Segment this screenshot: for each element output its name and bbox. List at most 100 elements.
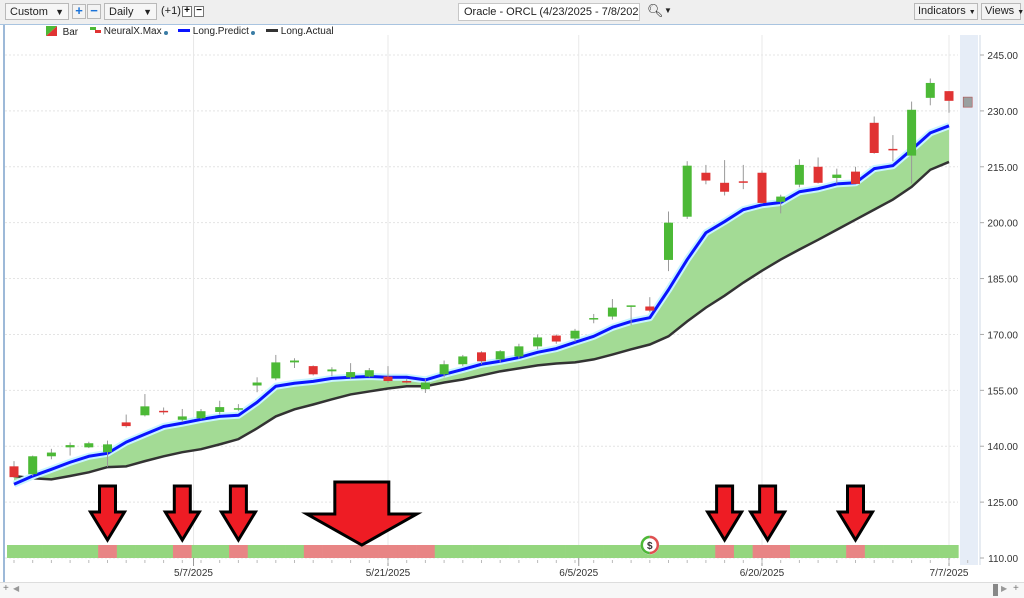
interval-select[interactable]: Daily ▼ [104, 3, 157, 20]
neuralx-signal-segment [210, 545, 230, 558]
neuralx-icon [90, 27, 101, 33]
chevron-down-icon: ▼ [143, 7, 152, 17]
candle[interactable] [46, 452, 56, 457]
candle[interactable] [533, 337, 543, 347]
candle[interactable] [196, 411, 206, 419]
horizontal-scrollbar[interactable]: + ◀ ▶ + [0, 582, 1024, 598]
x-tick-label: 6/20/2025 [740, 568, 785, 579]
candle[interactable] [477, 352, 486, 362]
candle[interactable] [140, 406, 150, 416]
candle[interactable] [252, 382, 262, 386]
candle[interactable] [701, 172, 711, 181]
legend-bar[interactable]: Bar [46, 26, 78, 38]
candle[interactable] [607, 307, 617, 317]
zoom-in-button[interactable]: + [72, 4, 86, 19]
candle[interactable] [589, 318, 599, 320]
neuralx-signal-segment [135, 545, 155, 558]
y-tick-label: 185.00 [987, 275, 1018, 286]
candle[interactable] [645, 306, 655, 311]
scroll-zoom-out-icon[interactable]: + [1013, 583, 1019, 594]
candle[interactable] [514, 346, 524, 357]
candle[interactable] [28, 456, 38, 475]
search-icon[interactable]: 🔍︎ [647, 3, 664, 18]
search-dropdown-icon[interactable]: ▼ [664, 6, 672, 15]
settings-dot-icon[interactable] [163, 31, 168, 35]
candle[interactable] [664, 222, 673, 260]
zoom-out-button[interactable]: − [87, 4, 101, 19]
candle[interactable] [215, 407, 225, 412]
legend-label: NeuralX.Max [103, 26, 162, 37]
candle[interactable] [439, 364, 449, 375]
candle[interactable] [458, 356, 468, 365]
candle[interactable] [794, 164, 804, 185]
candle[interactable] [308, 366, 318, 375]
legend-long-actual[interactable]: Long.Actual [266, 26, 334, 37]
candle[interactable] [738, 181, 748, 183]
candle[interactable] [907, 109, 917, 156]
neuralx-signal-segment [715, 545, 735, 558]
candle[interactable] [364, 370, 374, 377]
candle[interactable] [271, 362, 281, 379]
candle[interactable] [832, 174, 842, 178]
x-tick-label: 5/21/2025 [366, 568, 411, 579]
candle[interactable] [346, 372, 356, 378]
indicators-button[interactable]: Indicators ▼ [914, 3, 978, 20]
candle[interactable] [402, 381, 412, 383]
sell-arrow-icon [704, 484, 745, 543]
candle[interactable] [925, 82, 935, 98]
symbol-title-field[interactable]: Oracle - ORCL (4/23/2025 - 7/8/2025) [458, 3, 640, 21]
neuralx-signal-segment [172, 545, 192, 558]
neuralx-signal-segment [23, 545, 43, 558]
scroll-right-icon[interactable]: ▶ [1001, 584, 1008, 593]
candle[interactable] [420, 382, 430, 390]
neuralx-signal-segment [472, 545, 492, 558]
scroll-left-icon[interactable]: ◀ [13, 584, 20, 593]
candle[interactable] [888, 148, 898, 151]
neuralx-signal-segment [191, 545, 211, 558]
candle[interactable] [383, 376, 393, 382]
candle[interactable] [720, 182, 730, 192]
offset-plus-button[interactable]: + [182, 6, 192, 17]
candle[interactable] [944, 91, 954, 101]
neuralx-signal-segment [733, 545, 753, 558]
neuralx-signal-segment [808, 545, 828, 558]
candle[interactable] [813, 166, 823, 183]
candle[interactable] [9, 466, 19, 478]
legend-label: Bar [62, 27, 79, 38]
scroll-zoom-in-icon[interactable]: + [3, 583, 9, 594]
neuralx-signal-segment [603, 545, 623, 558]
range-select[interactable]: Custom ▼ [5, 3, 69, 20]
y-tick-label: 110.00 [988, 554, 1018, 565]
neuralx-signal-segment [154, 545, 174, 558]
legend-neuralx[interactable]: NeuralX.Max [90, 26, 168, 37]
candle[interactable] [851, 171, 860, 184]
candle[interactable] [177, 416, 187, 420]
candle[interactable] [962, 96, 973, 108]
candle[interactable] [103, 444, 112, 453]
candle[interactable] [327, 369, 337, 372]
candle[interactable] [121, 422, 131, 427]
long-actual-line [13, 160, 950, 481]
candle[interactable] [551, 335, 561, 342]
scroll-thumb[interactable] [993, 584, 998, 596]
settings-dot-icon[interactable] [250, 31, 255, 35]
candle[interactable] [757, 172, 767, 203]
offset-minus-button[interactable]: − [194, 6, 204, 17]
x-tick-label: 7/7/2025 [930, 568, 969, 579]
candle[interactable] [84, 443, 94, 448]
candle[interactable] [233, 408, 243, 410]
candle[interactable] [682, 165, 692, 217]
future-shade [960, 35, 978, 565]
candle[interactable] [776, 196, 786, 202]
candle[interactable] [626, 305, 636, 307]
dollar-marker-icon[interactable]: $ [640, 535, 660, 555]
candle[interactable] [159, 410, 169, 413]
candle[interactable] [570, 330, 580, 339]
candle[interactable] [495, 351, 505, 360]
candle[interactable] [290, 360, 299, 363]
legend-long-predict[interactable]: Long.Predict [178, 26, 255, 37]
candle[interactable] [65, 445, 75, 448]
views-button[interactable]: Views ▼ [981, 3, 1024, 20]
candle[interactable] [869, 122, 879, 153]
